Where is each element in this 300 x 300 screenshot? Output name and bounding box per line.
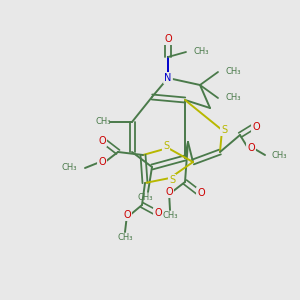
Text: CH₃: CH₃ xyxy=(272,151,287,160)
Text: CH₃: CH₃ xyxy=(95,118,111,127)
Text: O: O xyxy=(247,143,255,153)
Text: O: O xyxy=(197,188,205,198)
Text: O: O xyxy=(98,136,106,146)
Text: O: O xyxy=(252,122,260,132)
Text: CH₃: CH₃ xyxy=(117,233,133,242)
Text: O: O xyxy=(98,157,106,167)
Text: CH₃: CH₃ xyxy=(61,164,77,172)
Text: CH₃: CH₃ xyxy=(194,47,209,56)
Text: CH₃: CH₃ xyxy=(225,94,241,103)
Text: O: O xyxy=(197,188,205,198)
Text: O: O xyxy=(154,208,162,218)
Text: O: O xyxy=(164,34,172,44)
Text: O: O xyxy=(165,187,173,197)
Text: O: O xyxy=(252,122,260,132)
Text: CH₃: CH₃ xyxy=(162,212,178,220)
Text: N: N xyxy=(164,73,172,83)
Text: N: N xyxy=(164,73,172,83)
Text: S: S xyxy=(163,141,169,151)
Text: CH₃: CH₃ xyxy=(137,194,153,202)
Text: O: O xyxy=(164,34,172,44)
Text: S: S xyxy=(221,125,227,135)
Text: S: S xyxy=(221,125,227,135)
Text: S: S xyxy=(163,141,169,151)
Text: O: O xyxy=(154,208,162,218)
Text: S: S xyxy=(169,175,175,185)
Text: O: O xyxy=(98,136,106,146)
Text: O: O xyxy=(247,143,255,153)
Text: CH₃: CH₃ xyxy=(225,68,241,76)
Text: O: O xyxy=(123,210,131,220)
Text: O: O xyxy=(98,157,106,167)
Text: S: S xyxy=(169,175,175,185)
Text: O: O xyxy=(123,210,131,220)
Text: O: O xyxy=(165,187,173,197)
